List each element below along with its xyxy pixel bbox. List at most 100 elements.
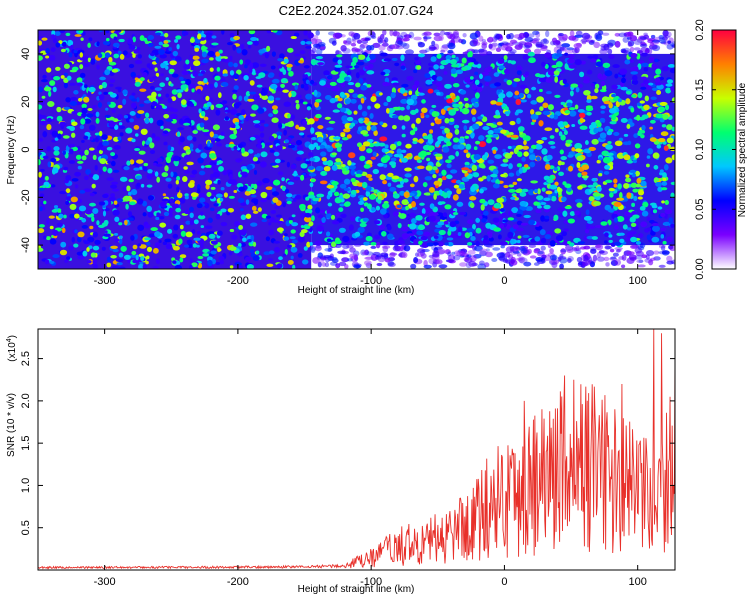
heatmap-cell [268, 229, 275, 236]
heatmap-cell [536, 195, 544, 201]
heatmap-cell [386, 95, 392, 103]
heatmap-cell [440, 45, 449, 52]
heatmap-cell [53, 205, 59, 209]
heatmap-cell [669, 146, 675, 152]
heatmap-cell [536, 156, 541, 162]
heatmap-cell [319, 180, 328, 185]
heatmap-cell [655, 178, 660, 182]
heatmap-cell [186, 161, 194, 166]
heatmap-cell [46, 117, 52, 123]
heatmap-cell [569, 211, 575, 217]
heatmap-cell [274, 206, 280, 209]
heatmap-cell [406, 153, 412, 158]
heatmap-cell [189, 264, 193, 269]
heatmap-cell [155, 163, 163, 167]
heatmap-cell [128, 178, 134, 183]
heatmap-cell [210, 250, 217, 255]
heatmap-cell [331, 181, 339, 186]
heatmap-cell [331, 241, 337, 248]
heatmap-cell [284, 139, 290, 144]
heatmap-cell [577, 185, 583, 190]
heatmap-cell [660, 227, 667, 231]
heatmap-cell [118, 235, 123, 239]
heatmap-cell [70, 44, 74, 50]
heatmap-cell [170, 113, 178, 120]
heatmap-cell [340, 164, 346, 168]
heatmap-cell [660, 131, 669, 137]
heatmap-cell [51, 209, 59, 213]
heatmap-cell [446, 98, 453, 104]
heatmap-cell [147, 211, 154, 218]
heatmap-cell [334, 66, 341, 72]
heatmap-cell [245, 91, 251, 97]
heatmap-cell [198, 143, 203, 150]
heatmap-cell [246, 164, 253, 171]
heatmap-cell [133, 167, 141, 171]
heatmap-cell [630, 236, 638, 243]
heatmap-cell [417, 42, 425, 48]
heatmap-cell [432, 250, 440, 257]
heatmap-cell [56, 222, 63, 228]
chart-title: C2E2.2024.352.01.07.G24 [279, 3, 434, 18]
heatmap-cell [536, 140, 544, 144]
heatmap-cell [459, 251, 466, 257]
heatmap-cell [550, 145, 556, 149]
heatmap-cell [190, 65, 195, 71]
heatmap-cell [299, 50, 306, 55]
heatmap-cell [74, 229, 78, 234]
heatmap-cell [220, 58, 227, 62]
heatmap-cell [360, 84, 368, 91]
heatmap-cell [511, 207, 519, 214]
heatmap-cell [290, 164, 297, 170]
heatmap-cell [507, 217, 515, 221]
heatmap-cell [364, 37, 371, 41]
heatmap-cell [607, 140, 612, 145]
heatmap-cell [544, 215, 550, 220]
heatmap-cell [479, 188, 484, 194]
heatmap-cell [651, 236, 660, 243]
heatmap-cell [274, 158, 281, 164]
heatmap-cell [184, 193, 189, 197]
heatmap-cell [382, 241, 388, 245]
heatmap-cell [451, 251, 456, 255]
heatmap-cell [332, 220, 340, 225]
heatmap-cell [87, 108, 93, 111]
heatmap-cell [80, 118, 86, 125]
heatmap-cell [480, 204, 485, 211]
heatmap-cell [334, 142, 343, 149]
heatmap-cell [662, 177, 667, 182]
heatmap-cell [484, 81, 490, 87]
heatmap-cell [311, 215, 315, 222]
heatmap-cell [377, 255, 386, 263]
heatmap-cell [506, 79, 513, 86]
heatmap-cell [519, 200, 527, 207]
heatmap-cell [417, 53, 426, 58]
x-tick-label: 100 [629, 576, 647, 588]
heatmap-cell [488, 36, 493, 41]
heatmap-cell [159, 222, 167, 228]
heatmap-cell [201, 51, 207, 58]
heatmap-cell [156, 157, 163, 163]
heatmap-cell [617, 183, 622, 190]
heatmap-cell [215, 262, 221, 265]
heatmap-cell [209, 207, 215, 212]
heatmap-cell [155, 32, 162, 36]
heatmap-cell [391, 77, 398, 81]
heatmap-cell [241, 147, 245, 154]
heatmap-cell [469, 32, 478, 40]
heatmap-cell [520, 99, 527, 103]
heatmap-cell [227, 179, 234, 184]
heatmap-cell [631, 79, 639, 85]
heatmap-cell [304, 212, 312, 218]
heatmap-cell [657, 106, 666, 113]
heatmap-cell [402, 37, 410, 42]
heatmap-cell [102, 140, 110, 146]
heatmap-cell [211, 138, 216, 144]
heatmap-cell [282, 89, 289, 93]
heatmap-cell [249, 80, 255, 86]
heatmap-cell [527, 51, 535, 57]
heatmap-cell [194, 47, 200, 52]
heatmap-cell [508, 188, 516, 193]
heatmap-cell [89, 192, 95, 197]
heatmap-cell [408, 223, 417, 230]
